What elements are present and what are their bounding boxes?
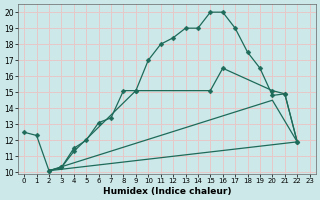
X-axis label: Humidex (Indice chaleur): Humidex (Indice chaleur) xyxy=(103,187,231,196)
